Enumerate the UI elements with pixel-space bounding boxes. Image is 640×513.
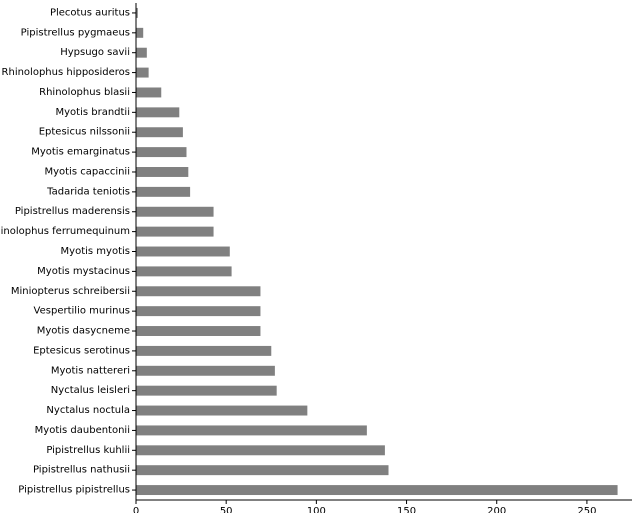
y-tick-label: Eptesicus serotinus — [33, 345, 130, 356]
bar — [136, 345, 272, 356]
y-tick-label: Myotis emarginatus — [31, 147, 130, 158]
bar — [136, 405, 308, 416]
y-tick-label: Eptesicus nilssonii — [39, 127, 130, 138]
y-tick-label: Pipistrellus pygmaeus — [21, 27, 130, 38]
x-tick-label: 150 — [397, 506, 416, 513]
bar — [136, 485, 618, 496]
bar — [136, 445, 385, 456]
y-tick-label: Myotis brandtii — [55, 107, 130, 118]
y-tick-label: Pipistrellus nathusii — [33, 465, 130, 476]
x-tick-label: 200 — [487, 506, 506, 513]
y-tick-label: Myotis capaccinii — [44, 166, 130, 177]
y-tick-label: Rhinolophus blasii — [39, 87, 130, 98]
y-tick-label: Myotis mystacinus — [37, 266, 130, 277]
y-tick-label: Rhinolophus ferrumequinum — [0, 226, 130, 237]
bar — [136, 47, 147, 58]
bar — [136, 27, 144, 38]
bar — [136, 365, 275, 376]
bar — [136, 326, 261, 336]
bar — [136, 306, 261, 317]
y-tick-label: Pipistrellus maderensis — [15, 206, 130, 217]
x-tick-label: 100 — [307, 506, 326, 513]
x-tick-label: 250 — [577, 506, 596, 513]
bar — [136, 425, 367, 436]
y-tick-label: Plecotus auritus — [50, 7, 130, 18]
y-tick-label: Miniopterus schreibersii — [11, 286, 130, 297]
bar — [136, 167, 189, 177]
bar — [136, 385, 277, 396]
y-tick-labels: Pipistrellus pipistrellus Pipistrellus na… — [0, 7, 136, 496]
bar — [136, 127, 183, 138]
bar — [136, 147, 187, 158]
bar — [136, 246, 230, 257]
y-tick-label: Hypsugo savii — [60, 47, 130, 58]
bar — [136, 465, 389, 476]
y-tick-label: Pipistrellus pipistrellus — [18, 485, 130, 496]
bar — [136, 67, 149, 78]
bar — [136, 107, 180, 118]
y-tick-label: Nyctalus leisleri — [51, 385, 130, 396]
y-tick-label: Myotis myotis — [61, 246, 130, 257]
bar-group — [136, 7, 618, 496]
bar — [136, 206, 214, 217]
bar — [136, 186, 191, 197]
y-tick-label: Pipistrellus kuhlii — [46, 445, 130, 456]
y-tick-label: Myotis daubentonii — [35, 425, 130, 436]
bar — [136, 286, 261, 297]
y-tick-label: Myotis nattereri — [51, 365, 130, 376]
x-tick-label: 0 — [133, 506, 139, 513]
x-tick-label: 50 — [220, 506, 233, 513]
y-tick-label: Rhinolophus hipposideros — [2, 67, 130, 78]
bar — [136, 87, 162, 98]
bar — [136, 226, 214, 237]
y-tick-label: Myotis dasycneme — [37, 326, 130, 337]
bar — [136, 7, 138, 18]
y-tick-label: Nyctalus noctula — [46, 405, 130, 416]
x-ticks: 0 50 100 150 200 250 — [133, 500, 596, 513]
y-tick-label: Vespertilio murinus — [34, 306, 130, 317]
y-tick-label: Tadarida teniotis — [46, 186, 130, 197]
bar — [136, 266, 232, 277]
